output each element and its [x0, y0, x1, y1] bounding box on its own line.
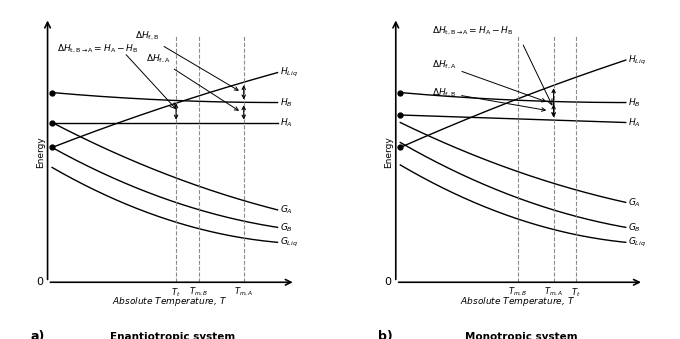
Text: $G_{B}$: $G_{B}$ [279, 221, 293, 234]
Text: a): a) [30, 330, 45, 339]
Text: $H_{A}$: $H_{A}$ [279, 116, 292, 129]
Text: 0: 0 [384, 277, 391, 287]
Text: Monotropic system: Monotropic system [464, 332, 577, 339]
Text: $G_{A}$: $G_{A}$ [628, 196, 641, 208]
Text: $\Delta H_{\rm t,B\rightarrow A} = H_{\rm A} - H_{\rm B}$: $\Delta H_{\rm t,B\rightarrow A} = H_{\r… [56, 43, 138, 55]
Text: b): b) [379, 330, 393, 339]
Text: $\Delta H_{\rm t,B\rightarrow A} = H_{\rm A} - H_{\rm B}$: $\Delta H_{\rm t,B\rightarrow A} = H_{\r… [432, 25, 513, 37]
Text: $G_{Liq}$: $G_{Liq}$ [279, 236, 298, 249]
Text: Energy: Energy [384, 137, 394, 168]
Text: $T_{t}$: $T_{t}$ [171, 286, 181, 299]
Text: $\Delta H_{\rm f,A}$: $\Delta H_{\rm f,A}$ [146, 53, 238, 110]
Text: $T_{m,A}$: $T_{m,A}$ [544, 286, 563, 298]
Text: $H_{Liq}$: $H_{Liq}$ [279, 66, 298, 79]
Text: $\Delta H_{\rm f,B}$: $\Delta H_{\rm f,B}$ [432, 86, 545, 111]
Text: $G_{B}$: $G_{B}$ [628, 221, 641, 234]
Text: Enantiotropic system: Enantiotropic system [110, 332, 235, 339]
Text: $H_{A}$: $H_{A}$ [628, 116, 641, 129]
Text: $T_{m,B}$: $T_{m,B}$ [508, 286, 527, 298]
Text: Absolute Temperature, $T$: Absolute Temperature, $T$ [112, 295, 227, 308]
Text: Energy: Energy [36, 137, 46, 168]
Text: $H_{Liq}$: $H_{Liq}$ [628, 54, 646, 67]
Text: $\Delta H_{\rm f,B}$: $\Delta H_{\rm f,B}$ [135, 30, 238, 90]
Text: $T_{m,A}$: $T_{m,A}$ [234, 286, 254, 298]
Text: $T_{t}$: $T_{t}$ [571, 286, 581, 299]
Text: $G_{Liq}$: $G_{Liq}$ [628, 236, 646, 249]
Text: $H_{B}$: $H_{B}$ [628, 96, 641, 109]
Text: $G_{A}$: $G_{A}$ [279, 204, 292, 216]
Text: $H_{B}$: $H_{B}$ [279, 96, 292, 109]
Text: 0: 0 [36, 277, 43, 287]
Text: $\Delta H_{\rm f,A}$: $\Delta H_{\rm f,A}$ [432, 59, 545, 102]
Text: $T_{m,B}$: $T_{m,B}$ [189, 286, 208, 298]
Text: Absolute Temperature, $T$: Absolute Temperature, $T$ [460, 295, 575, 308]
